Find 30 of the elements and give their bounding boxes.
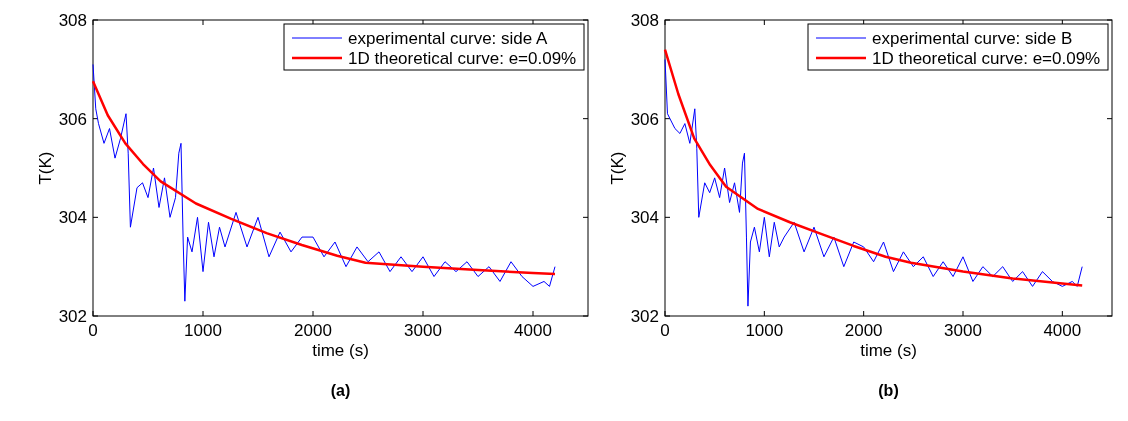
legend-label: experimental curve: side A (348, 28, 549, 48)
y-tick-label: 304 (58, 208, 87, 228)
y-tick-label: 304 (630, 208, 659, 228)
x-tick-label: 4000 (1043, 321, 1082, 340)
y-tick-label: 306 (630, 109, 659, 129)
y-tick-label: 302 (630, 306, 659, 326)
x-tick-label: 1000 (745, 321, 784, 340)
x-tick-label: 2000 (844, 321, 883, 340)
x-tick-label: 1000 (184, 321, 222, 340)
x-tick-label: 3000 (944, 321, 982, 340)
x-tick-label: 2000 (294, 321, 332, 340)
y-tick-label: 308 (58, 10, 87, 30)
y-tick-label: 302 (58, 306, 87, 326)
x-tick-label: 0 (88, 321, 98, 340)
x-tick-label: 0 (660, 321, 670, 340)
legend-label: experimental curve: side B (872, 28, 1073, 48)
x-axis-title: time (s) (312, 341, 369, 360)
y-tick-label: 306 (58, 109, 87, 129)
legend-label: 1D theoretical curve: e=0.09% (872, 48, 1101, 68)
y-axis-title: T(K) (608, 151, 627, 185)
x-tick-label: 3000 (404, 321, 442, 340)
text: (b) (878, 382, 899, 399)
y-axis-title: T(K) (36, 151, 55, 185)
text: (a) (330, 382, 351, 399)
x-tick-label: 4000 (514, 321, 552, 340)
line-series (91, 79, 557, 276)
x-axis-title: time (s) (860, 341, 917, 360)
y-tick-label: 308 (630, 10, 659, 30)
legend-label: 1D theoretical curve: e=0.09% (348, 48, 577, 68)
line-series (92, 63, 556, 302)
